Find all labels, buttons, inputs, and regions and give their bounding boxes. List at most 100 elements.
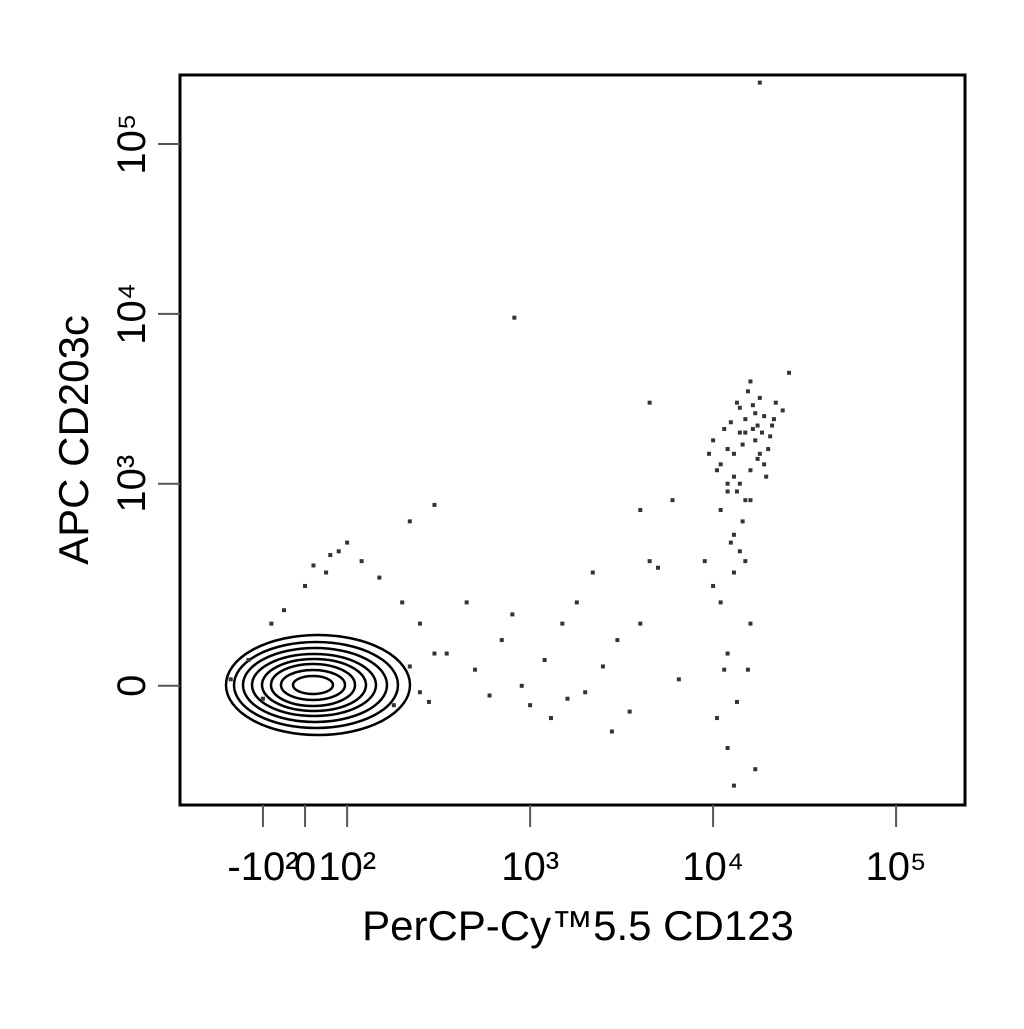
point bbox=[542, 657, 547, 662]
point bbox=[755, 456, 760, 461]
point bbox=[391, 703, 396, 708]
density-contours bbox=[224, 633, 412, 737]
point bbox=[731, 474, 736, 479]
point bbox=[731, 783, 736, 788]
point bbox=[755, 423, 760, 428]
y-tick-label: 10³ bbox=[110, 455, 154, 513]
contour bbox=[241, 646, 389, 724]
point bbox=[548, 716, 553, 721]
x-tick-label: 10² bbox=[318, 845, 376, 889]
point bbox=[753, 438, 758, 443]
point bbox=[750, 403, 755, 408]
point bbox=[565, 696, 570, 701]
point bbox=[718, 508, 723, 513]
point bbox=[753, 767, 758, 772]
point bbox=[638, 508, 643, 513]
point bbox=[725, 489, 730, 494]
point bbox=[757, 80, 762, 85]
point bbox=[426, 699, 431, 704]
point bbox=[787, 370, 792, 375]
point bbox=[737, 549, 742, 554]
point bbox=[734, 489, 739, 494]
point bbox=[519, 683, 524, 688]
point bbox=[528, 703, 533, 708]
plot-frame bbox=[178, 73, 967, 807]
point bbox=[627, 709, 632, 714]
point bbox=[281, 608, 286, 613]
point bbox=[770, 423, 775, 428]
point bbox=[464, 600, 469, 605]
x-tick-label: 10⁵ bbox=[866, 845, 927, 889]
point bbox=[731, 570, 736, 575]
point bbox=[444, 651, 449, 656]
point bbox=[473, 667, 478, 672]
point bbox=[499, 638, 504, 643]
point bbox=[750, 426, 755, 431]
point bbox=[762, 414, 767, 419]
point bbox=[702, 559, 707, 564]
point bbox=[748, 498, 753, 503]
point bbox=[725, 447, 730, 452]
point bbox=[771, 417, 776, 422]
point bbox=[711, 438, 716, 443]
point bbox=[246, 657, 251, 662]
point bbox=[303, 583, 308, 588]
contour bbox=[224, 633, 412, 737]
point bbox=[510, 612, 515, 617]
point bbox=[647, 559, 652, 564]
point bbox=[400, 600, 405, 605]
point bbox=[773, 400, 778, 405]
point bbox=[417, 621, 422, 626]
point bbox=[432, 651, 437, 656]
point bbox=[725, 745, 730, 750]
y-tick-label: 10⁴ bbox=[110, 283, 154, 345]
contour bbox=[260, 657, 368, 713]
x-tick-label: 10⁴ bbox=[682, 845, 744, 889]
point bbox=[417, 690, 422, 695]
y-axis-title: APC CD203c bbox=[50, 315, 97, 565]
point bbox=[728, 420, 733, 425]
point bbox=[328, 553, 333, 558]
point bbox=[377, 575, 382, 580]
point bbox=[768, 434, 773, 439]
x-tick-label: 0 bbox=[294, 845, 316, 889]
point bbox=[718, 462, 723, 467]
x-tick-label: 10³ bbox=[501, 845, 559, 889]
point bbox=[512, 315, 517, 320]
contour bbox=[291, 674, 335, 696]
point bbox=[670, 498, 675, 503]
point bbox=[600, 664, 605, 669]
point bbox=[740, 519, 745, 524]
point bbox=[707, 451, 712, 456]
point bbox=[743, 417, 748, 422]
point bbox=[718, 600, 723, 605]
point bbox=[734, 400, 739, 405]
point bbox=[711, 583, 716, 588]
point bbox=[324, 570, 329, 575]
point bbox=[753, 411, 758, 416]
y-tick-label: 10⁵ bbox=[110, 114, 154, 175]
contour bbox=[279, 668, 347, 702]
point bbox=[583, 690, 588, 695]
point bbox=[748, 468, 753, 473]
point bbox=[728, 540, 733, 545]
point bbox=[766, 447, 771, 452]
point bbox=[609, 729, 614, 734]
point bbox=[745, 389, 750, 394]
point bbox=[676, 677, 681, 682]
point bbox=[722, 426, 727, 431]
point bbox=[407, 664, 412, 669]
point bbox=[638, 621, 643, 626]
point bbox=[487, 693, 492, 698]
x-tick-label: -10² bbox=[227, 845, 298, 889]
point bbox=[714, 716, 719, 721]
point bbox=[745, 667, 750, 672]
point bbox=[560, 621, 565, 626]
point bbox=[737, 405, 742, 410]
x-axis-title: PerCP-Cy™5.5 CD123 bbox=[362, 902, 794, 949]
point bbox=[743, 430, 748, 435]
point bbox=[336, 549, 341, 554]
point bbox=[260, 696, 265, 701]
point bbox=[228, 677, 233, 682]
